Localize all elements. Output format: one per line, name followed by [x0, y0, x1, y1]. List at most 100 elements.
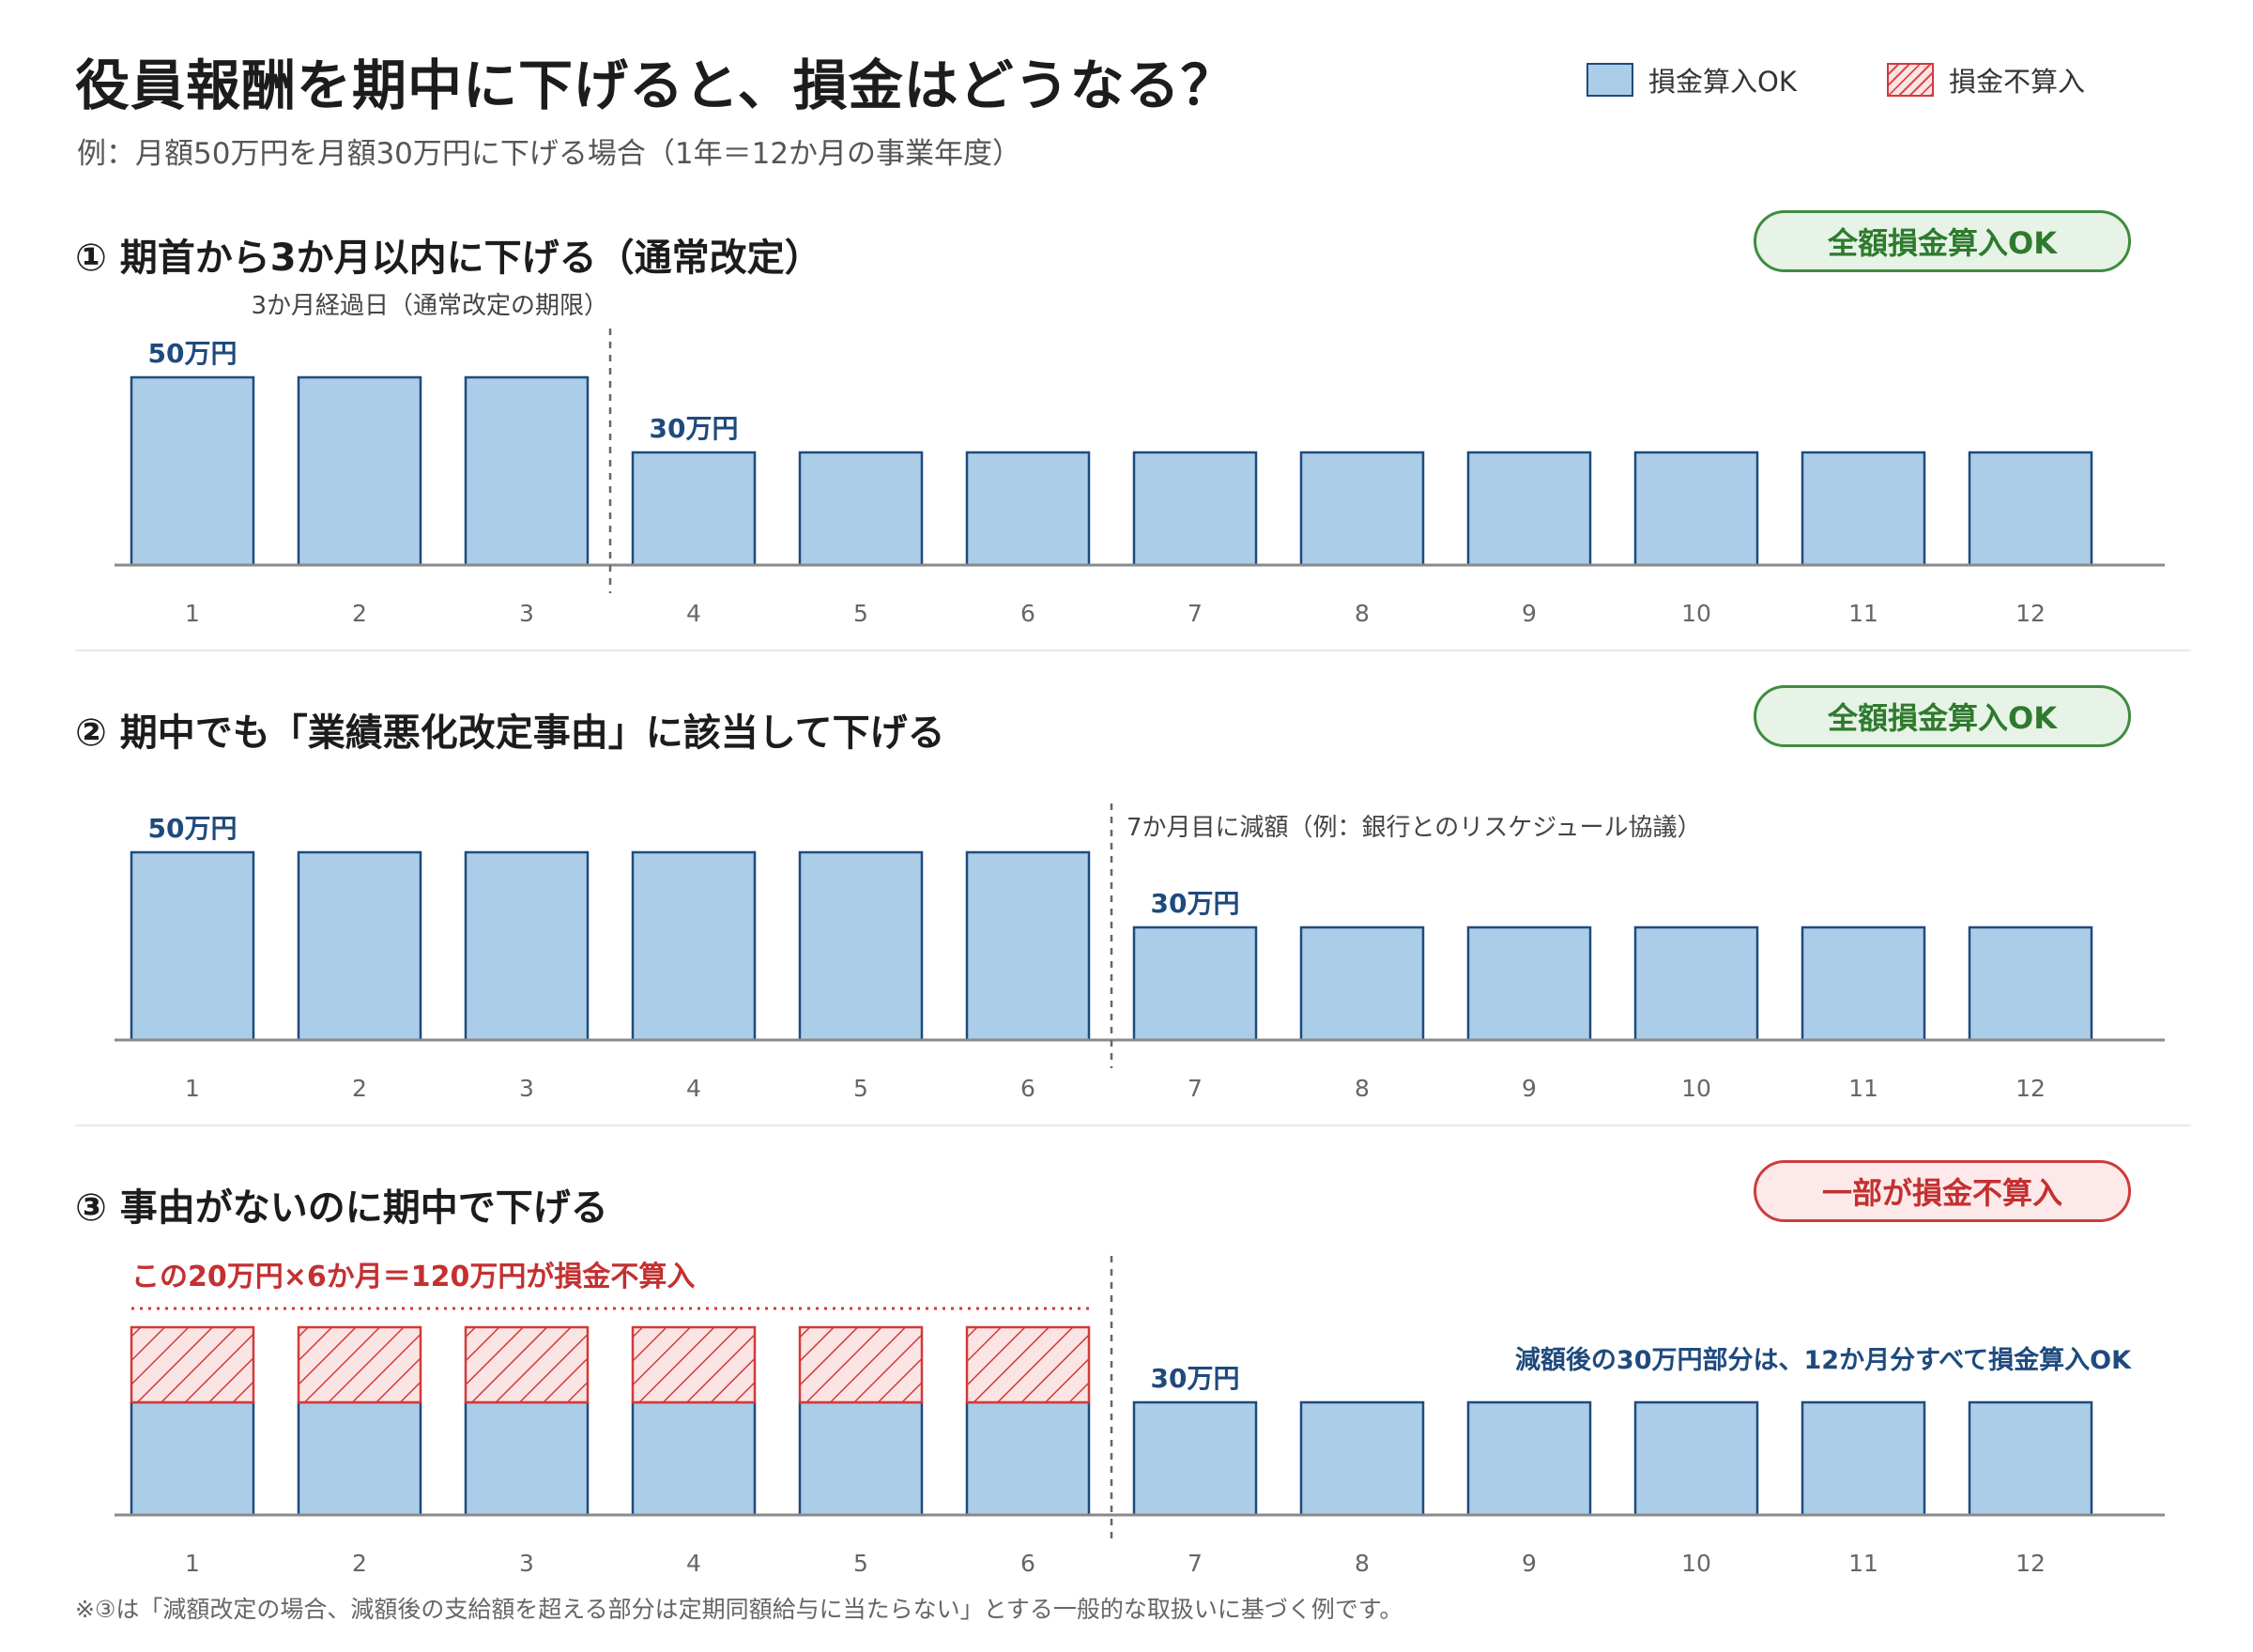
chart3-tick-4: 4 [686, 1550, 701, 1577]
chart1-value-label-4: 30万円 [650, 413, 739, 444]
chart2-bar-2 [297, 850, 422, 1042]
chart2-tick-8: 8 [1355, 1075, 1370, 1102]
chart2-bar-10 [1633, 925, 1759, 1042]
chart3-bar-5 [798, 1400, 924, 1517]
chart1-bar-11 [1801, 451, 1926, 567]
section-2-badge: 全額損金算入OK [1754, 685, 2131, 747]
chart2-tick-9: 9 [1522, 1075, 1537, 1102]
chart1-tick-1: 1 [185, 600, 200, 627]
legend-label-ok: 損金算入OK [1648, 66, 1797, 98]
legend-swatch-ng [1887, 63, 1934, 97]
chart3-bar-2 [297, 1400, 422, 1517]
section-3-title: ③ 事由がないのに期中で下げる [75, 1186, 608, 1230]
chart3-tick-8: 8 [1355, 1550, 1370, 1577]
chart3-tick-12: 12 [2015, 1550, 2046, 1577]
chart3-tick-5: 5 [853, 1550, 868, 1577]
chart3-tick-11: 11 [1848, 1550, 1878, 1577]
chart3-bar-10 [1633, 1400, 1759, 1517]
chart3-bar-6 [965, 1400, 1091, 1517]
chart1-bar-10 [1633, 451, 1759, 567]
chart2-value-label-7: 30万円 [1151, 888, 1240, 919]
chart3-note: 減額後の30万円部分は、12か月分すべて損金算入OK [1515, 1345, 2132, 1375]
legend-swatch-ok [1586, 63, 1633, 97]
chart2-bar-1 [130, 850, 255, 1042]
chart3-tick-10: 10 [1681, 1550, 1711, 1577]
chart2-bar-12 [1968, 925, 2093, 1042]
chart2-bar-5 [798, 850, 924, 1042]
chart3-nondeductible-label: この20万円×6か月＝120万円が損金不算入 [131, 1261, 695, 1293]
chart2-bar-6 [965, 850, 1091, 1042]
chart1-bar-4 [631, 451, 757, 567]
chart2-tick-4: 4 [686, 1075, 701, 1102]
chart1-bar-7 [1132, 451, 1258, 567]
chart3-bar-nondeductible-6 [965, 1325, 1091, 1404]
section-1-badge: 全額損金算入OK [1754, 210, 2131, 272]
chart2-tick-3: 3 [519, 1075, 534, 1102]
chart2-bar-9 [1466, 925, 1592, 1042]
chart2-bar-4 [631, 850, 757, 1042]
chart1-value-label-1: 50万円 [148, 338, 238, 369]
chart3-bar-7 [1132, 1400, 1258, 1517]
section-divider-1 [75, 650, 2191, 651]
chart1-tick-3: 3 [519, 600, 534, 627]
chart1-bar-8 [1299, 451, 1425, 567]
chart3-bar-12 [1968, 1400, 2093, 1517]
chart2-bar-3 [464, 850, 590, 1042]
chart3-bar-9 [1466, 1400, 1592, 1517]
chart3-bar-4 [631, 1400, 757, 1517]
chart1-bar-1 [130, 375, 255, 567]
section-3-chart: 1 2 3 4 5 6 7 8 9 10 11 1230万円この20万円×6か月＝120万円が損金不算… [115, 1256, 2165, 1577]
chart2-marker-label: 7か月目に減額（例：銀行とのリスケジュール協議） [1126, 814, 1701, 842]
chart3-tick-9: 9 [1522, 1550, 1537, 1577]
chart1-marker-label: 3か月経過日（通常改定の期限） [251, 292, 608, 320]
chart3-bar-nondeductible-4 [631, 1325, 757, 1404]
chart1-tick-11: 11 [1848, 600, 1878, 627]
chart3-bar-nondeductible-2 [297, 1325, 422, 1404]
chart3-bar-3 [464, 1400, 590, 1517]
chart1-bar-5 [798, 451, 924, 567]
chart1-bar-2 [297, 375, 422, 567]
chart1-bar-3 [464, 375, 590, 567]
section-3-badge: 一部が損金不算入 [1754, 1160, 2131, 1222]
chart3-bar-11 [1801, 1400, 1926, 1517]
chart2-bar-7 [1132, 925, 1258, 1042]
chart3-tick-6: 6 [1020, 1550, 1035, 1577]
chart2-tick-2: 2 [352, 1075, 367, 1102]
chart2-bar-8 [1299, 925, 1425, 1042]
chart2-tick-6: 6 [1020, 1075, 1035, 1102]
legend-item-ok: 損金算入OK [1586, 60, 1797, 99]
chart3-tick-2: 2 [352, 1550, 367, 1577]
section-1-title: ① 期首から3か月以内に下げる（通常改定） [75, 237, 822, 280]
chart3-tick-7: 7 [1188, 1550, 1203, 1577]
chart2-tick-7: 7 [1188, 1075, 1203, 1102]
chart2-tick-11: 11 [1848, 1075, 1878, 1102]
chart3-value-label-7: 30万円 [1151, 1363, 1240, 1394]
section-divider-2 [75, 1124, 2191, 1126]
page-subtitle: 例：月額50万円を月額30万円に下げる場合（1年＝12か月の事業年度） [77, 137, 1022, 171]
chart1-tick-8: 8 [1355, 600, 1370, 627]
chart1-bar-6 [965, 451, 1091, 567]
chart1-bar-9 [1466, 451, 1592, 567]
chart1-bar-12 [1968, 451, 2093, 567]
chart3-bar-8 [1299, 1400, 1425, 1517]
chart3-tick-1: 1 [185, 1550, 200, 1577]
chart3-tick-3: 3 [519, 1550, 534, 1577]
chart2-value-label-1: 50万円 [148, 813, 238, 844]
chart1-tick-9: 9 [1522, 600, 1537, 627]
chart1-tick-12: 12 [2015, 600, 2046, 627]
chart3-bar-nondeductible-3 [464, 1325, 590, 1404]
chart2-tick-1: 1 [185, 1075, 200, 1102]
chart3-bar-nondeductible-1 [130, 1325, 255, 1404]
chart2-tick-10: 10 [1681, 1075, 1711, 1102]
legend-item-ng: 損金不算入 [1887, 60, 2085, 99]
chart1-tick-5: 5 [853, 600, 868, 627]
chart2-tick-12: 12 [2015, 1075, 2046, 1102]
section-2-title: ② 期中でも「業績悪化改定事由」に該当して下げる [75, 711, 945, 755]
chart3-bar-nondeductible-5 [798, 1325, 924, 1404]
chart3-bar-1 [130, 1400, 255, 1517]
legend-label-ng: 損金不算入 [1949, 66, 2086, 98]
chart1-tick-10: 10 [1681, 600, 1711, 627]
